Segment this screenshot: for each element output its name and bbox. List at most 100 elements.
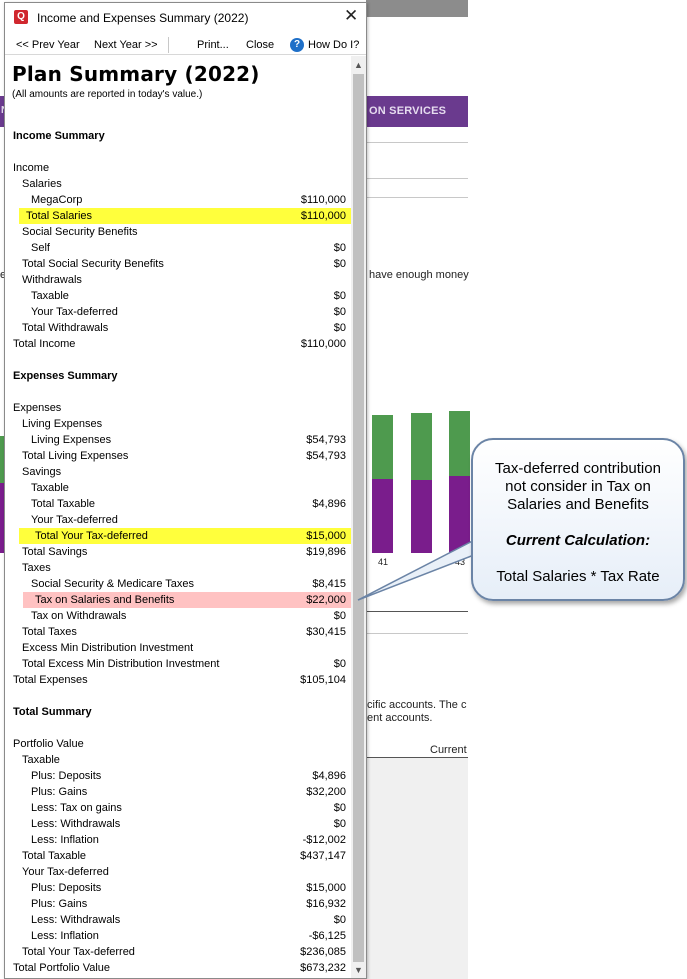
background-divider: [366, 611, 468, 612]
row-label: Taxable: [31, 290, 69, 302]
report-row: Less: Withdrawals $0: [5, 816, 351, 832]
row-label: Total Living Expenses: [22, 450, 129, 462]
report-row: Your Tax-deferred $0: [5, 304, 351, 320]
row-label: MegaCorp: [31, 194, 83, 206]
section-heading: Expenses Summary: [5, 368, 351, 384]
scrollbar-thumb[interactable]: [353, 74, 364, 962]
row-value: $19,896: [306, 546, 346, 558]
report-row: Total Withdrawals $0: [5, 320, 351, 336]
background-panel: [366, 758, 468, 979]
row-value: $54,793: [306, 450, 346, 462]
background-divider: [366, 633, 468, 634]
row-value: $0: [333, 658, 346, 670]
report-row: Plus: Gains $32,200: [5, 784, 351, 800]
row-label: Total Taxable: [31, 498, 96, 510]
row-label: Your Tax-deferred: [31, 306, 118, 318]
row-value: $0: [333, 914, 346, 926]
row-label: Total Your Tax-deferred: [22, 946, 135, 958]
report-subtitle: (All amounts are reported in today's val…: [12, 89, 203, 100]
report-row: Total Your Tax-deferred $15,000: [19, 528, 351, 544]
background-chart-bar: [372, 479, 393, 553]
row-label: Plus: Deposits: [31, 882, 102, 894]
how-do-i-button[interactable]: How Do I?: [308, 39, 360, 51]
report-content: Plan Summary (2022) (All amounts are rep…: [5, 56, 351, 978]
scroll-down-arrow-icon[interactable]: ▼: [354, 965, 363, 975]
row-label: Tax on Salaries and Benefits: [35, 594, 175, 606]
background-divider: [366, 197, 468, 198]
report-row: Total Savings $19,896: [5, 544, 351, 560]
background-chart-bar-left: [0, 483, 6, 553]
row-value: $0: [333, 258, 346, 270]
callout-formula: Total Salaries * Tax Rate: [496, 568, 660, 585]
row-label: Total Excess Min Distribution Investment: [22, 658, 220, 670]
report-row: Taxable $0: [5, 288, 351, 304]
next-year-button[interactable]: Next Year >>: [94, 39, 158, 51]
row-label: Taxable: [31, 482, 69, 494]
row-label: Less: Tax on gains: [31, 802, 122, 814]
vertical-scrollbar[interactable]: ▲ ▼: [351, 56, 366, 978]
help-icon[interactable]: ?: [290, 38, 304, 52]
row-value: $22,000: [306, 594, 346, 606]
report-row: Living Expenses $54,793: [5, 432, 351, 448]
report-row: Withdrawals: [5, 272, 351, 288]
report-row: Income: [5, 160, 351, 176]
section-heading: Total Summary: [5, 704, 351, 720]
row-value: $0: [333, 242, 346, 254]
row-label: Living Expenses: [22, 418, 103, 430]
print-button[interactable]: Print...: [197, 39, 229, 51]
background-chart-bar: [449, 411, 470, 476]
row-label: Expenses: [13, 402, 62, 414]
window-title: Income and Expenses Summary (2022): [37, 11, 249, 25]
background-accounts-line2: ent accounts.: [367, 712, 433, 724]
background-divider: [366, 178, 468, 179]
background-menu-label[interactable]: ON SERVICES: [369, 105, 447, 117]
annotation-callout: Tax-deferred contribution not consider i…: [471, 438, 685, 601]
report-row: Savings: [5, 464, 351, 480]
background-divider: [366, 142, 468, 143]
row-label: Total Income: [13, 338, 76, 350]
report-row: Total Taxable $4,896: [5, 496, 351, 512]
row-value: $15,000: [306, 530, 346, 542]
background-chart-bar: [411, 413, 432, 480]
row-label: Withdrawals: [22, 274, 82, 286]
row-value: $8,415: [312, 578, 346, 590]
background-top-strip: [366, 0, 468, 17]
row-label: Total Taxable: [22, 850, 87, 862]
background-divider: [366, 757, 468, 758]
app-logo-icon: Q: [14, 10, 28, 24]
row-value: $110,000: [300, 338, 346, 350]
row-value: $0: [333, 290, 346, 302]
section-heading: Income Summary: [5, 128, 351, 144]
report-row: Social Security Benefits: [5, 224, 351, 240]
row-label: Total Social Security Benefits: [22, 258, 164, 270]
scroll-up-arrow-icon[interactable]: ▲: [354, 60, 363, 70]
close-button[interactable]: Close: [246, 39, 275, 51]
row-value: $110,000: [300, 210, 346, 222]
title-bar[interactable]: Q Income and Expenses Summary (2022) ✕: [5, 3, 366, 33]
summary-dialog: Q Income and Expenses Summary (2022) ✕ <…: [4, 2, 367, 979]
background-chart-bar: [449, 476, 470, 553]
background-axis-label: 41: [378, 557, 389, 567]
row-value: $0: [333, 818, 346, 830]
report-row: Tax on Salaries and Benefits $22,000: [23, 592, 351, 608]
row-value: $32,200: [306, 786, 346, 798]
close-window-icon[interactable]: ✕: [344, 6, 359, 25]
row-value: -$6,125: [308, 930, 346, 942]
report-row: Total Taxable $437,147: [5, 848, 351, 864]
report-row: Taxable: [5, 752, 351, 768]
callout-line: Salaries and Benefits: [507, 496, 649, 513]
report-row: Total Income $110,000: [5, 336, 351, 352]
row-label: Excess Min Distribution Investment: [22, 642, 194, 654]
row-value: $0: [333, 322, 346, 334]
callout-line: not consider in Tax on: [505, 478, 651, 495]
report-row: Less: Withdrawals $0: [5, 912, 351, 928]
report-row: Total Expenses $105,104: [5, 672, 351, 688]
report-row: Total Your Tax-deferred $236,085: [5, 944, 351, 960]
report-row: Plus: Deposits $15,000: [5, 880, 351, 896]
report-row: Less: Inflation -$6,125: [5, 928, 351, 944]
background-chart-bar-left: [0, 436, 6, 483]
row-value: $4,896: [312, 770, 346, 782]
row-label: Plus: Gains: [31, 786, 88, 798]
prev-year-button[interactable]: << Prev Year: [16, 39, 80, 51]
row-label: Portfolio Value: [13, 738, 84, 750]
